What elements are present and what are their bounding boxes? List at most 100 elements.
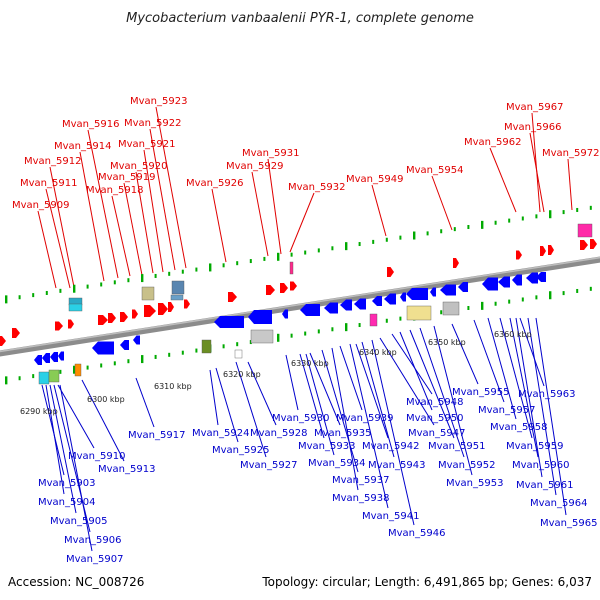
- reverse-gene-arrow: [58, 351, 64, 361]
- forward-leader-line: [123, 182, 143, 276]
- position-labels: 6290 kbp 6300 kbp 6310 kbp 6320 kbp 6330 kbp…: [20, 330, 532, 416]
- tick-mark: [467, 224, 470, 229]
- forward-gene-label: Mvan_5914: [54, 141, 111, 152]
- reverse-leader-line: [379, 337, 435, 426]
- forward-gene-label: Mvan_5931: [242, 148, 299, 159]
- reverse-gene-label: Mvan_5934: [308, 458, 365, 469]
- feature-box: [289, 261, 294, 275]
- forward-leader-line: [371, 184, 387, 237]
- reverse-leader-line: [49, 384, 77, 514]
- accession-text: Accession: NC_008726: [8, 575, 144, 589]
- tick-mark: [399, 235, 402, 240]
- forward-leader-line: [87, 129, 119, 279]
- reverse-gene-label: Mvan_5939: [336, 413, 393, 424]
- reverse-gene-label: Mvan_5953: [446, 478, 503, 489]
- tick-mark: [549, 210, 552, 219]
- reverse-leader-line: [45, 384, 65, 495]
- tick-mark: [331, 327, 334, 332]
- forward-leader-line: [79, 151, 105, 282]
- forward-gene-arrow: [144, 305, 156, 317]
- reverse-gene-label: Mvan_5910: [68, 451, 125, 462]
- tick-mark: [32, 374, 35, 379]
- feature-box: [406, 305, 432, 321]
- tick-mark: [494, 220, 497, 225]
- tick-mark: [154, 354, 157, 359]
- forward-gene-label: Mvan_5918: [86, 185, 143, 196]
- tick-mark: [589, 286, 592, 291]
- reverse-gene-arrow: [482, 277, 498, 291]
- reverse-leader-line: [305, 353, 335, 456]
- tick-mark: [372, 239, 375, 244]
- position-label: 6340 kbp: [359, 348, 397, 357]
- tick-mark: [549, 291, 552, 300]
- position-label: 6330 kbp: [291, 359, 329, 368]
- tick-mark: [5, 376, 8, 385]
- reverse-leader-line: [519, 317, 545, 387]
- tick-mark: [236, 261, 239, 266]
- gene-features: [0, 223, 597, 385]
- reverse-gene-label: Mvan_5946: [388, 528, 445, 539]
- reverse-leader-line: [535, 317, 567, 516]
- tick-mark: [32, 293, 35, 298]
- reverse-gene-label: Mvan_5951: [428, 441, 485, 452]
- reverse-gene-arrow: [384, 293, 396, 305]
- reverse-gene-label: Mvan_5965: [540, 518, 597, 529]
- tick-mark: [100, 363, 103, 368]
- tick-mark: [209, 263, 212, 272]
- reverse-leader-line: [509, 317, 539, 458]
- reverse-leader-line: [215, 367, 239, 443]
- forward-gene-arrow: [98, 315, 108, 325]
- forward-leader-line: [531, 112, 541, 213]
- reverse-gene-arrow: [133, 335, 140, 345]
- reverse-leader-line: [361, 341, 395, 458]
- reverse-gene-arrow: [512, 274, 522, 286]
- tick-mark: [345, 242, 348, 251]
- reverse-gene-arrow: [458, 282, 468, 292]
- reverse-gene-label: Mvan_5935: [314, 428, 371, 439]
- tick-marks: [5, 205, 592, 385]
- tick-mark: [59, 369, 62, 374]
- tick-mark: [562, 210, 565, 215]
- position-label: 6310 kbp: [154, 382, 192, 391]
- forward-gene-label: Mvan_5966: [504, 122, 561, 133]
- forward-gene-label: Mvan_5919: [98, 172, 155, 183]
- reverse-leader-line: [321, 349, 359, 473]
- reverse-gene-arrow: [406, 288, 428, 300]
- forward-gene-label: Mvan_5926: [186, 178, 243, 189]
- reverse-leader-line: [419, 327, 465, 458]
- tick-mark: [535, 214, 538, 219]
- forward-leader-line: [251, 171, 269, 257]
- reverse-leader-line: [349, 343, 389, 509]
- tick-mark: [168, 271, 171, 276]
- forward-gene-label: Mvan_5920: [110, 161, 167, 172]
- tick-mark: [127, 278, 130, 283]
- tick-mark: [113, 361, 116, 366]
- reverse-leader-line: [473, 319, 505, 403]
- tick-mark: [413, 231, 416, 240]
- forward-gene-arrow: [290, 281, 297, 291]
- forward-gene-arrow: [12, 328, 20, 338]
- tick-mark: [508, 299, 511, 304]
- reverse-leader-line: [399, 331, 433, 411]
- tick-mark: [508, 218, 511, 223]
- forward-gene-arrow: [184, 299, 190, 309]
- map-title: Mycobacterium vanbaalenii PYR-1, complet…: [126, 11, 474, 26]
- feature-box: [577, 223, 593, 238]
- reverse-gene-label: Mvan_5925: [212, 445, 269, 456]
- reverse-leader-line: [247, 361, 277, 426]
- forward-leader-line: [289, 192, 315, 253]
- forward-gene-arrow: [158, 303, 168, 315]
- tick-mark: [168, 352, 171, 357]
- reverse-leader-line: [331, 347, 359, 491]
- position-label: 6360 kbp: [494, 330, 532, 339]
- forward-gene-label: Mvan_5949: [346, 174, 403, 185]
- reverse-leader-line: [235, 361, 267, 458]
- position-label: 6320 kbp: [223, 370, 261, 379]
- feature-box: [48, 369, 60, 383]
- tick-mark: [277, 333, 280, 342]
- genome-summary-text: Topology: circular; Length: 6,491,865 bp…: [261, 575, 592, 589]
- forward-leader-line: [149, 128, 176, 271]
- forward-gene-arrow: [68, 319, 74, 329]
- forward-gene-label: Mvan_5911: [20, 178, 77, 189]
